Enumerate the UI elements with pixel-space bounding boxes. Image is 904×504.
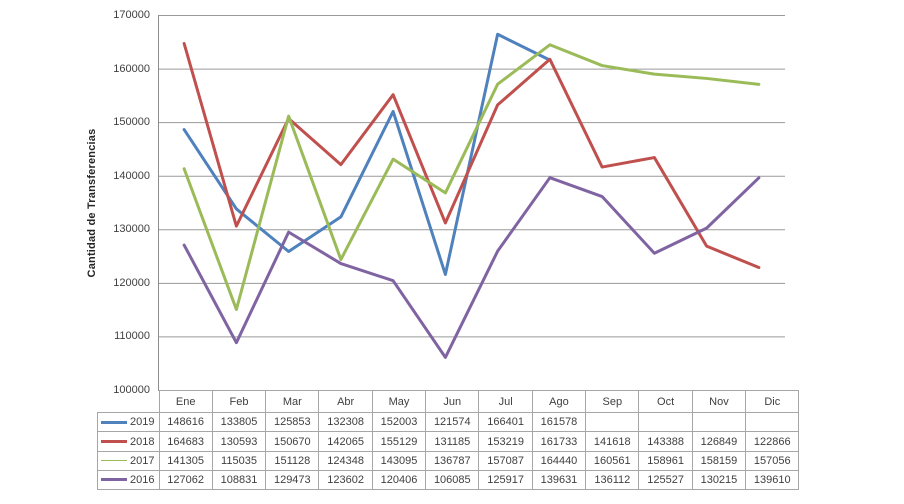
value-cell: 164440 bbox=[531, 450, 587, 471]
value-cell: 130215 bbox=[691, 469, 747, 491]
value-cell: 122866 bbox=[745, 431, 800, 452]
value-cell: 123602 bbox=[318, 469, 373, 491]
value-cell: 133805 bbox=[211, 412, 267, 433]
value-cell: 126849 bbox=[691, 431, 747, 452]
value-cell: 108831 bbox=[211, 469, 267, 491]
value-cell: 153219 bbox=[478, 431, 533, 452]
y-axis-tick-label: 160000 bbox=[113, 62, 150, 75]
legend-cell-2017: 2017 bbox=[97, 450, 160, 471]
plot-area bbox=[158, 15, 785, 391]
legend-key-line-icon bbox=[101, 420, 127, 424]
legend-cell-2018: 2018 bbox=[97, 431, 160, 452]
legend-series-label: 2016 bbox=[130, 473, 155, 486]
value-cell: 150670 bbox=[265, 431, 320, 452]
value-cell: 151128 bbox=[265, 450, 320, 471]
value-cell: 129473 bbox=[265, 469, 320, 491]
value-cell: 164683 bbox=[158, 431, 213, 452]
series-line-2016 bbox=[182, 176, 761, 359]
value-cell: 141618 bbox=[585, 431, 640, 452]
value-cell: 141305 bbox=[158, 450, 213, 471]
value-cell: 125917 bbox=[478, 469, 533, 491]
value-cell: 136112 bbox=[585, 469, 640, 491]
value-cell: 152003 bbox=[371, 412, 427, 433]
legend-series-label: 2018 bbox=[130, 435, 155, 448]
month-header-cell: Jun bbox=[425, 389, 480, 414]
value-cell: 142065 bbox=[318, 431, 373, 452]
value-cell: 125527 bbox=[638, 469, 693, 491]
value-cell: 131185 bbox=[425, 431, 480, 452]
value-cell: 155129 bbox=[371, 431, 427, 452]
value-cell: 132308 bbox=[318, 412, 373, 433]
y-axis-tick-label: 110000 bbox=[114, 330, 150, 343]
data-table: Ene Feb Mar Abr May Jun Jul Ago Sep Oct Nov Dic 2019… bbox=[97, 389, 800, 491]
value-cell: 139610 bbox=[745, 469, 800, 491]
legend-series-label: 2017 bbox=[130, 454, 155, 467]
value-cell bbox=[691, 412, 747, 433]
series-line-2018 bbox=[182, 41, 761, 270]
value-cell: 124348 bbox=[318, 450, 373, 471]
legend-key-line-icon bbox=[101, 440, 127, 443]
month-header-cell: Nov bbox=[691, 389, 747, 414]
value-cell: 161578 bbox=[531, 412, 587, 433]
legend-cell-2019: 2019 bbox=[97, 412, 160, 433]
month-header-cell: Jul bbox=[478, 389, 533, 414]
series-line-2019 bbox=[182, 32, 552, 276]
table-corner-spacer bbox=[98, 391, 160, 413]
legend-key-line-icon bbox=[101, 460, 127, 462]
value-cell: 166401 bbox=[478, 412, 533, 433]
month-header-cell: Ene bbox=[158, 389, 213, 414]
value-cell: 160561 bbox=[585, 450, 640, 471]
value-cell: 121574 bbox=[425, 412, 480, 433]
month-header-cell: May bbox=[371, 389, 427, 414]
month-header-cell: Mar bbox=[265, 389, 320, 414]
value-cell: 148616 bbox=[158, 412, 213, 433]
month-header-cell: Sep bbox=[585, 389, 640, 414]
value-cell: 120406 bbox=[371, 469, 427, 491]
y-axis-tick-label: 130000 bbox=[113, 223, 150, 236]
value-cell: 161733 bbox=[531, 431, 587, 452]
value-cell: 158961 bbox=[638, 450, 693, 471]
value-cell: 157087 bbox=[478, 450, 533, 471]
value-cell bbox=[745, 412, 800, 433]
legend-key-line-icon bbox=[101, 478, 127, 482]
y-axis-tick-label: 100000 bbox=[113, 384, 150, 396]
y-axis-tick-label: 150000 bbox=[113, 116, 150, 129]
y-axis-tick-label: 140000 bbox=[113, 169, 150, 182]
month-header-cell: Oct bbox=[638, 389, 693, 414]
value-cell: 158159 bbox=[691, 450, 747, 471]
y-axis-tick-label: 120000 bbox=[113, 276, 150, 289]
month-header-cell: Dic bbox=[745, 389, 800, 414]
value-cell: 143388 bbox=[638, 431, 693, 452]
legend-series-label: 2019 bbox=[130, 416, 155, 429]
series-line-2017 bbox=[182, 43, 761, 311]
y-axis-tick-label: 170000 bbox=[113, 9, 150, 21]
value-cell: 115035 bbox=[211, 450, 267, 471]
value-cell: 139631 bbox=[531, 469, 587, 491]
value-cell: 127062 bbox=[158, 469, 213, 491]
month-header-cell: Feb bbox=[211, 389, 267, 414]
value-cell bbox=[585, 412, 640, 433]
legend-cell-2016: 2016 bbox=[97, 469, 160, 491]
value-cell: 136787 bbox=[425, 450, 480, 471]
value-cell: 143095 bbox=[371, 450, 427, 471]
value-cell bbox=[638, 412, 693, 433]
value-cell: 106085 bbox=[425, 469, 480, 491]
month-header-cell: Ago bbox=[531, 389, 587, 414]
value-cell: 157056 bbox=[745, 450, 800, 471]
month-header-cell: Abr bbox=[318, 389, 373, 414]
value-cell: 130593 bbox=[211, 431, 267, 452]
value-cell: 125853 bbox=[265, 412, 320, 433]
